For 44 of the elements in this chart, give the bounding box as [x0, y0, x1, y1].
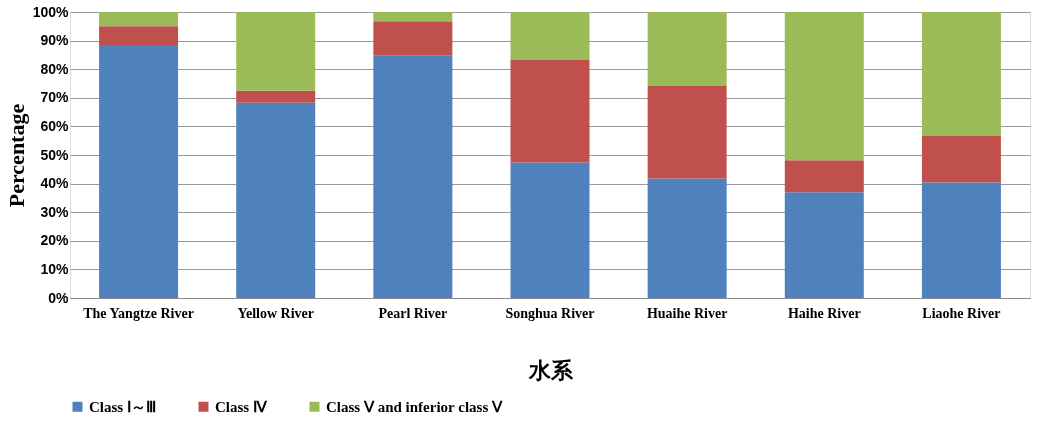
x-tick-label: Yellow River [237, 305, 315, 321]
y-tick-label: 80% [40, 60, 70, 77]
bar [99, 26, 179, 45]
bar [921, 12, 1001, 137]
y-tick-label: 60% [40, 117, 70, 134]
y-tick-label: 40% [40, 175, 70, 192]
x-tick-label: Huaihe River [646, 305, 728, 321]
bar [373, 55, 453, 298]
bar [647, 86, 727, 179]
x-tick-label: Songhua River [505, 305, 595, 321]
x-axis-title: 水系 [527, 357, 574, 383]
bar [236, 12, 316, 91]
y-tick-label: 50% [40, 146, 70, 163]
y-tick-label: 100% [32, 3, 70, 20]
x-tick-label: Pearl River [378, 305, 448, 321]
y-tick-label: 90% [40, 32, 70, 49]
y-tick-label: 70% [40, 89, 70, 106]
legend-label: Class Ⅰ～Ⅲ [89, 398, 156, 415]
bar [99, 12, 179, 27]
bar [373, 12, 453, 22]
y-tick-label: 30% [40, 203, 70, 220]
legend-label: Class Ⅴ and inferior class Ⅴ [326, 398, 503, 415]
x-tick-label: Liaohe River [922, 305, 1001, 321]
bar [510, 12, 590, 61]
x-tick-label: Haihe River [787, 305, 861, 321]
x-tick-label: The Yangtze River [83, 305, 194, 321]
bar [784, 12, 864, 161]
legend-label: Class Ⅳ [215, 398, 268, 415]
bar [373, 21, 453, 56]
bar [99, 44, 179, 298]
y-tick-label: 0% [48, 289, 70, 306]
bar [647, 12, 727, 87]
y-axis-title: Percentage [3, 103, 29, 208]
bar [784, 160, 864, 193]
bar [921, 136, 1001, 183]
y-tick-label: 20% [40, 232, 70, 249]
bar [784, 192, 864, 298]
bar [236, 102, 316, 298]
bar [510, 162, 590, 298]
bar [236, 90, 316, 103]
bar [510, 60, 590, 163]
bar [647, 178, 727, 298]
y-tick-label: 10% [40, 260, 70, 277]
bar [921, 182, 1001, 298]
